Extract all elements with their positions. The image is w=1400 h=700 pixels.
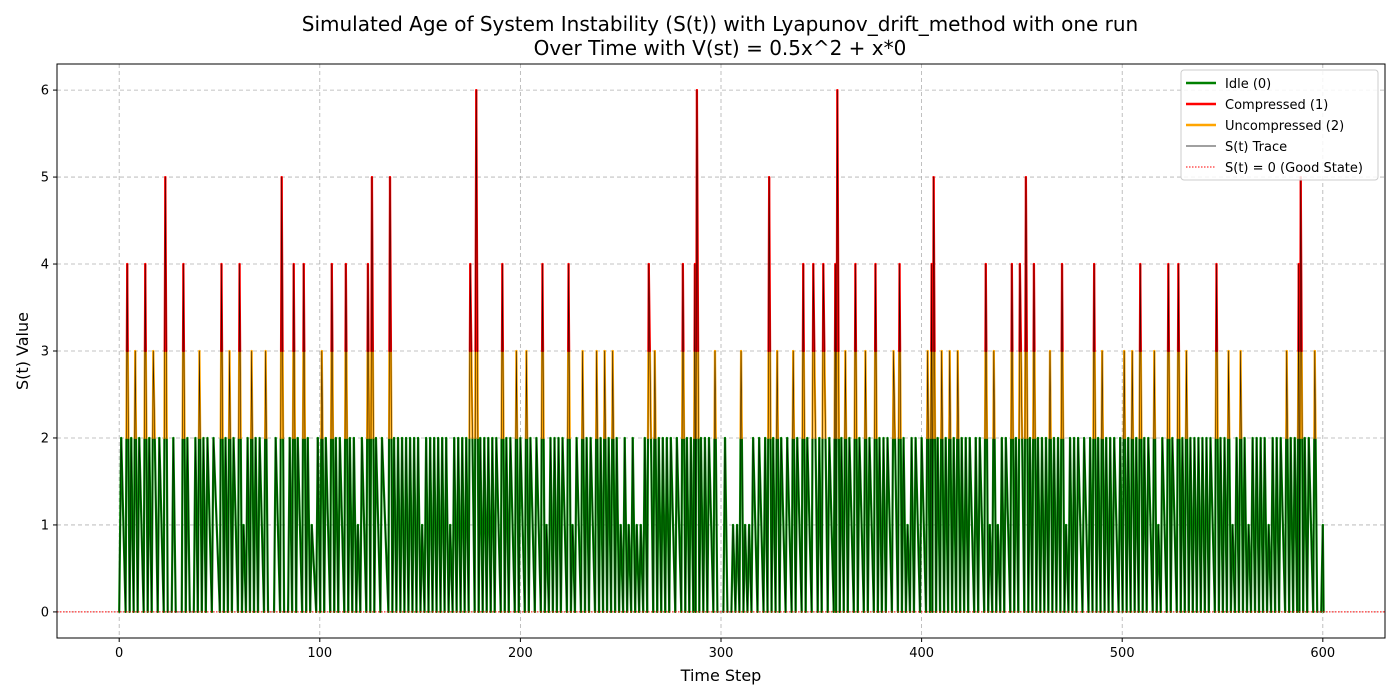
- axis-ticks: 0 100 200 300 400 500 600 0 1 2 3 4 5 6: [41, 84, 1336, 661]
- y-tick-label: 1: [41, 518, 49, 533]
- y-tick-label: 6: [41, 84, 49, 99]
- legend: Idle (0) Compressed (1) Uncompressed (2)…: [1180, 69, 1379, 181]
- x-tick-label: 600: [1310, 646, 1335, 661]
- legend-idle-label: Idle (0): [1225, 77, 1271, 92]
- x-tick-label: 200: [508, 646, 533, 661]
- legend-trace-label: S(t) Trace: [1225, 140, 1287, 155]
- y-tick-label: 3: [41, 345, 49, 360]
- y-tick-label: 5: [41, 171, 49, 186]
- x-tick-label: 100: [307, 646, 332, 661]
- y-tick-label: 0: [41, 605, 49, 620]
- x-tick-label: 400: [909, 646, 934, 661]
- x-tick-label: 300: [709, 646, 734, 661]
- legend-uncompressed-label: Uncompressed (2): [1225, 119, 1344, 134]
- chart-title-line-2: Over Time with V(st) = 0.5x^2 + x*0: [534, 36, 907, 60]
- x-tick-label: 500: [1110, 646, 1135, 661]
- plot-frame: [56, 63, 1386, 639]
- y-axis-label: S(t) Value: [13, 312, 32, 390]
- y-tick-label: 2: [41, 431, 49, 446]
- legend-compressed-label: Compressed (1): [1225, 98, 1328, 113]
- legend-box: [1180, 69, 1379, 181]
- grid-lines: [57, 64, 1385, 638]
- y-tick-label: 4: [41, 258, 49, 273]
- x-tick-label: 0: [115, 646, 123, 661]
- legend-good-state-label: S(t) = 0 (Good State): [1225, 161, 1363, 176]
- x-axis-label: Time Step: [680, 666, 762, 685]
- data-series: [57, 88, 1385, 614]
- chart-title-line-1: Simulated Age of System Instability (S(t…: [302, 12, 1138, 36]
